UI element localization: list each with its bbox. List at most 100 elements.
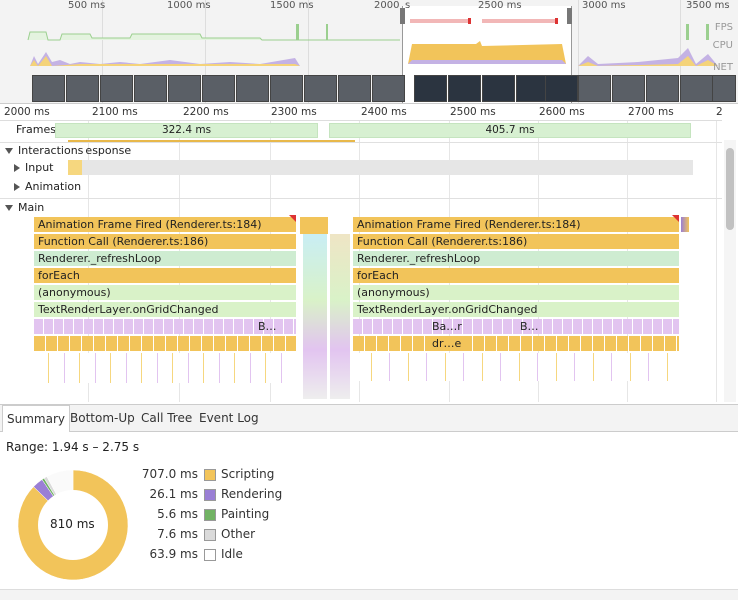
screenshot-thumbnail[interactable] — [545, 75, 578, 102]
screenshot-thumbnail[interactable] — [414, 75, 447, 102]
flame-anonymous[interactable]: (anonymous) — [34, 285, 296, 300]
screenshot-thumbnail[interactable] — [680, 75, 713, 102]
legend-name: Rendering — [221, 487, 283, 501]
cpu-graph — [30, 52, 300, 66]
flame-deep-calls[interactable] — [34, 319, 296, 334]
legend-value: 707.0 ms — [141, 467, 198, 481]
screenshot-thumbnail[interactable] — [270, 75, 303, 102]
flame-label: B… — [258, 320, 277, 333]
overview-tick: 2000 — [374, 0, 400, 11]
flame-deep-calls[interactable] — [34, 336, 296, 351]
flame-anonymous[interactable]: (anonymous) — [353, 285, 679, 300]
input-event[interactable] — [68, 160, 82, 175]
interactions-label: Interactions — [18, 144, 84, 157]
details-tabbar: Summary Bottom-Up Call Tree Event Log — [0, 404, 738, 432]
tab-event-log[interactable]: Event Log — [199, 411, 259, 425]
warning-marker-icon — [289, 215, 296, 222]
main-track-header[interactable]: Main — [5, 201, 44, 214]
overview-tick: 500 ms — [68, 0, 106, 11]
screenshot-thumbnail[interactable] — [32, 75, 65, 102]
legend-swatch — [204, 529, 216, 541]
flame-animation-frame-fired[interactable]: Animation Frame Fired (Renderer.ts:184) — [353, 217, 679, 232]
ruler-tick: 2 — [716, 106, 723, 118]
flame-function-call[interactable]: Function Call (Renderer.ts:186) — [34, 234, 296, 249]
ruler-tick: 2700 ms — [628, 106, 674, 118]
flame-label: Ba…r — [432, 320, 462, 333]
ruler-tick: 2300 ms — [271, 106, 317, 118]
flame-on-grid-changed[interactable]: TextRenderLayer.onGridChanged — [353, 302, 679, 317]
cpu-graph-selected — [408, 41, 566, 64]
ruler-tick: 2200 ms — [183, 106, 229, 118]
screenshot-thumbnail[interactable] — [134, 75, 167, 102]
screenshot-thumbnail[interactable] — [712, 75, 736, 102]
input-track-bg — [68, 160, 693, 175]
flame-on-grid-changed[interactable]: TextRenderLayer.onGridChanged — [34, 302, 296, 317]
flame-function-call[interactable]: Function Call (Renderer.ts:186) — [353, 234, 679, 249]
screenshot-thumbnail[interactable] — [612, 75, 645, 102]
expand-triangle-icon — [14, 164, 20, 172]
range-text: Range: 1.94 s – 2.75 s — [6, 440, 140, 454]
flame-refresh-loop[interactable]: Renderer._refreshLoop — [34, 251, 296, 266]
screenshot-thumbnail[interactable] — [372, 75, 405, 102]
pie-total: 810 ms — [50, 517, 95, 531]
screenshot-thumbnail[interactable] — [646, 75, 679, 102]
legend-value: 26.1 ms — [149, 487, 198, 501]
legend-name: Painting — [221, 507, 270, 521]
fps-graph — [27, 24, 400, 41]
overview-tick: 3500 ms — [686, 0, 730, 11]
input-track-header[interactable]: Input — [14, 161, 53, 174]
legend-row-painting: 5.6 ms Painting — [130, 507, 310, 525]
fps-label: FPS — [714, 22, 733, 33]
flame-refresh-loop[interactable]: Renderer._refreshLoop — [353, 251, 679, 266]
interactions-track-header[interactable]: Interactions esponse — [5, 144, 131, 157]
legend-row-rendering: 26.1 ms Rendering — [130, 487, 310, 505]
screenshot-thumbnail[interactable] — [338, 75, 371, 102]
screenshot-thumbnail[interactable] — [100, 75, 133, 102]
warning-marker-icon — [672, 215, 679, 222]
interactions-overlap-label: esponse — [85, 144, 132, 157]
legend-row-idle: 63.9 ms Idle — [130, 547, 310, 565]
input-label: Input — [25, 161, 54, 174]
overview-tick: 1000 ms — [167, 0, 211, 11]
legend-name: Idle — [221, 547, 243, 561]
flame-deep-calls[interactable] — [353, 336, 679, 351]
flame-foreach[interactable]: forEach — [353, 268, 679, 283]
overview-tick: 2500 ms — [478, 0, 522, 11]
screenshot-thumbnail[interactable] — [482, 75, 515, 102]
frame-bar[interactable]: 405.7 ms — [329, 123, 691, 138]
flame-animation-frame-fired[interactable]: Animation Frame Fired (Renderer.ts:184) — [34, 217, 296, 232]
screenshot-thumbnail[interactable] — [236, 75, 269, 102]
gc-activity[interactable] — [303, 234, 327, 399]
tab-bottom-up[interactable]: Bottom-Up — [70, 411, 135, 425]
screenshot-thumbnail[interactable] — [578, 75, 611, 102]
tab-summary[interactable]: Summary — [2, 405, 70, 432]
tab-call-tree[interactable]: Call Tree — [141, 411, 193, 425]
time-ruler[interactable]: 2000 ms 2100 ms 2200 ms 2300 ms 2400 ms … — [0, 104, 723, 121]
flame-deep-calls[interactable] — [353, 319, 679, 334]
screenshot-thumbnail[interactable] — [304, 75, 337, 102]
main-label: Main — [18, 201, 45, 214]
legend-name: Other — [221, 527, 256, 541]
net-label: NET — [713, 62, 733, 73]
animation-track-header[interactable]: Animation — [14, 180, 81, 193]
legend-swatch — [204, 489, 216, 501]
selection-right-handle[interactable] — [567, 8, 572, 24]
summary-pie-chart — [17, 469, 129, 581]
legend-value: 5.6 ms — [157, 507, 198, 521]
screenshot-thumbnail[interactable] — [448, 75, 481, 102]
legend-value: 7.6 ms — [157, 527, 198, 541]
overview-tick: s — [405, 0, 411, 11]
timeline-overview[interactable]: 500 ms 1000 ms 1500 ms 2000 s 2500 ms 30… — [0, 0, 738, 104]
timeline-scroll-thumb[interactable] — [726, 148, 734, 230]
screenshot-thumbnail[interactable] — [202, 75, 235, 102]
ruler-tick: 2000 ms — [4, 106, 50, 118]
overview-tick: 1500 ms — [270, 0, 314, 11]
screenshot-thumbnail[interactable] — [168, 75, 201, 102]
selection-left-handle[interactable] — [400, 8, 405, 24]
collapse-triangle-icon — [5, 148, 13, 154]
screenshot-thumbnail[interactable] — [66, 75, 99, 102]
flame-foreach[interactable]: forEach — [34, 268, 296, 283]
frame-bar[interactable]: 322.4 ms — [55, 123, 318, 138]
legend-name: Scripting — [221, 467, 275, 481]
expand-triangle-icon — [14, 183, 20, 191]
